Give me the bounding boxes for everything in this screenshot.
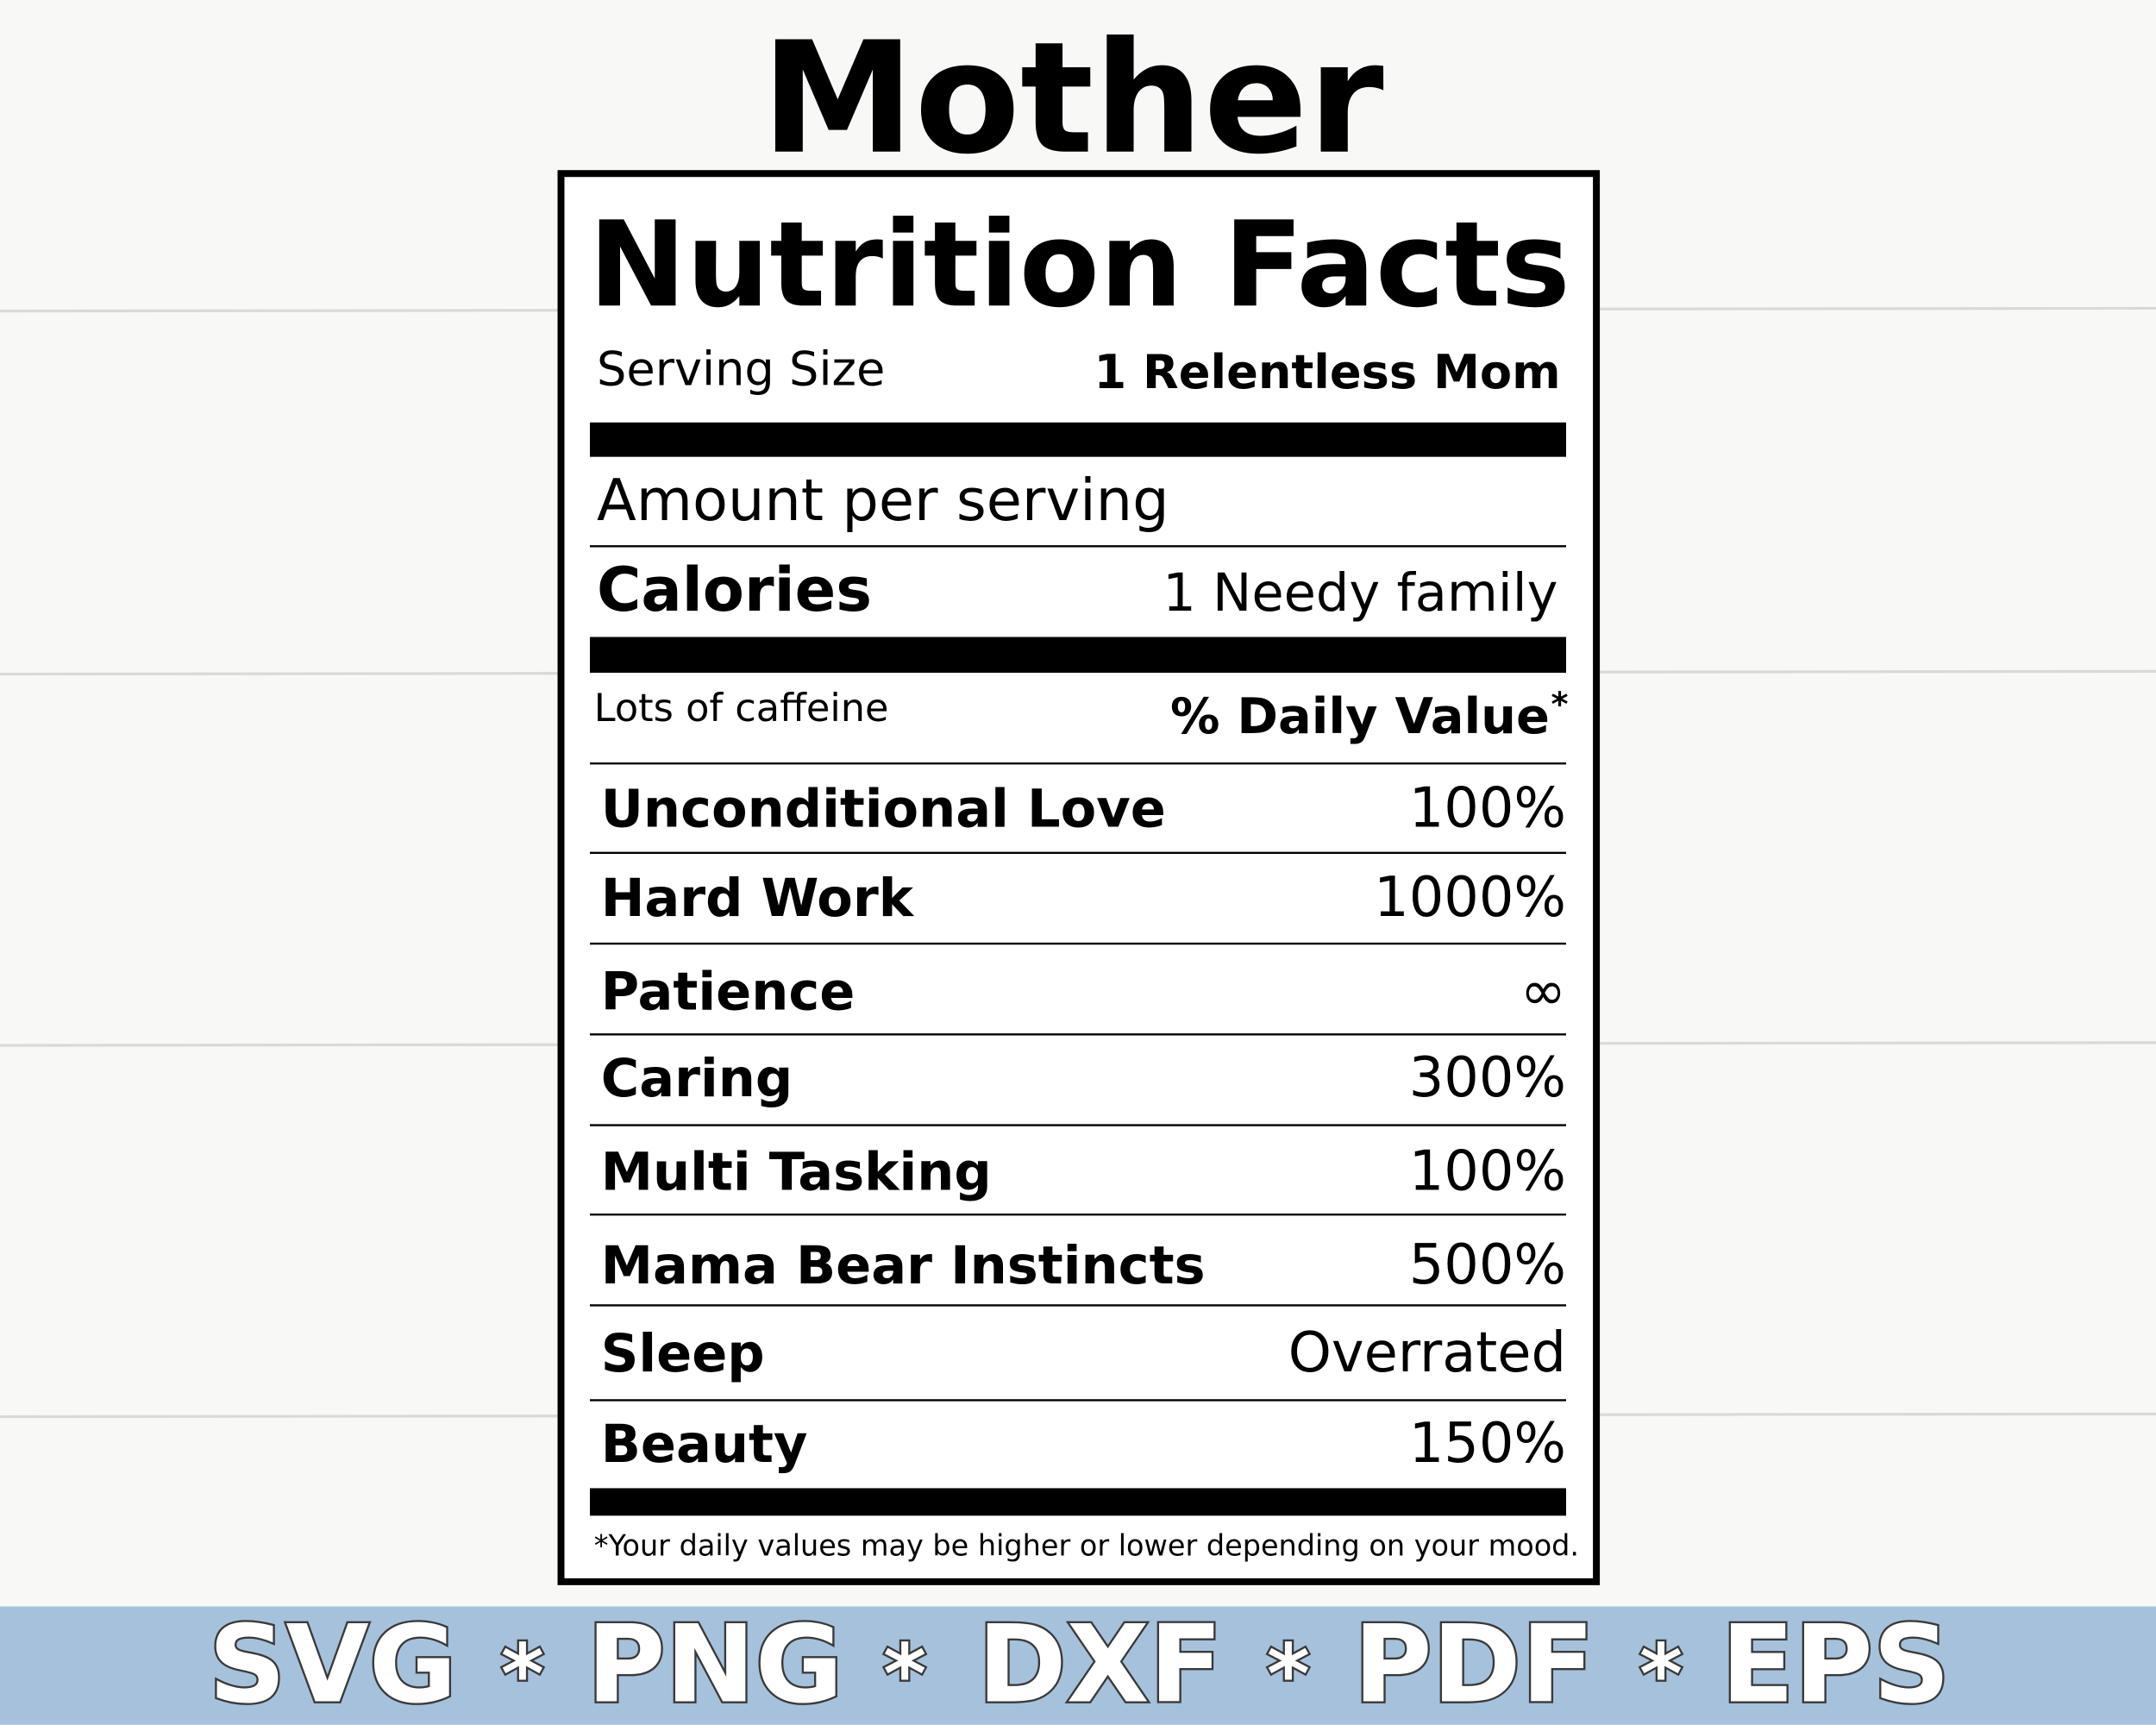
nutrient-name: Sleep (601, 1324, 765, 1384)
format-name: SVG (209, 1603, 457, 1725)
format-separator: * (501, 1626, 544, 1722)
format-name: PDF (1354, 1603, 1595, 1725)
calories-value: 1 Needy family (1163, 563, 1557, 624)
nutrient-name: Mama Bear Instincts (601, 1236, 1206, 1296)
title: Mother (761, 9, 1384, 189)
format-name: PNG (586, 1603, 843, 1725)
thick-rule (589, 637, 1567, 673)
nutrient-name: Hard Work (601, 869, 915, 929)
nutrient-value: 150% (1409, 1412, 1566, 1476)
amount-per-serving: Amount per serving (597, 467, 1169, 534)
daily-value-mark: * (1551, 685, 1568, 724)
nutrient-value: Overrated (1288, 1321, 1566, 1385)
nutrient-name: Patience (601, 963, 856, 1023)
nutrient-name: Caring (601, 1049, 793, 1109)
format-separator: * (883, 1626, 926, 1722)
note: Lots of caffeine (594, 686, 889, 731)
nutrient-name: Multi Tasking (601, 1142, 992, 1202)
format-name: EPS (1721, 1603, 1951, 1725)
format-list: SVG * PNG * DXF * PDF * EPS (207, 1601, 1952, 1725)
format-banner (0, 1606, 2156, 1725)
label-box (557, 170, 1601, 1585)
serving-size-value: 1 Relentless Mom (1094, 345, 1560, 399)
daily-value-header: % Daily Value (1170, 687, 1550, 745)
nutrient-value: 100% (1409, 1139, 1566, 1203)
nutrient-value: 1000% (1374, 866, 1566, 930)
label-heading: Nutrition Facts (588, 197, 1570, 334)
format-separator: * (1639, 1626, 1683, 1722)
nutrient-value: ∞ (1520, 960, 1566, 1024)
nutrient-name: Unconditional Love (601, 780, 1166, 840)
nutrient-name: Beauty (601, 1414, 808, 1475)
thick-rule (589, 422, 1567, 457)
serving-size-label: Serving Size (597, 342, 885, 397)
calories-label: Calories (597, 555, 872, 625)
thick-rule (589, 1488, 1567, 1516)
nutrient-value: 300% (1409, 1046, 1566, 1110)
nutrient-rows: Unconditional Love 100% Hard Work 1000% Pati… (589, 777, 1566, 1476)
format-separator: * (1267, 1626, 1310, 1722)
footnote: *Your daily values may be higher or lowe… (594, 1529, 1579, 1563)
nutrient-value: 500% (1409, 1233, 1566, 1297)
format-name: DXF (977, 1603, 1222, 1725)
nutrient-value: 100% (1409, 777, 1566, 841)
